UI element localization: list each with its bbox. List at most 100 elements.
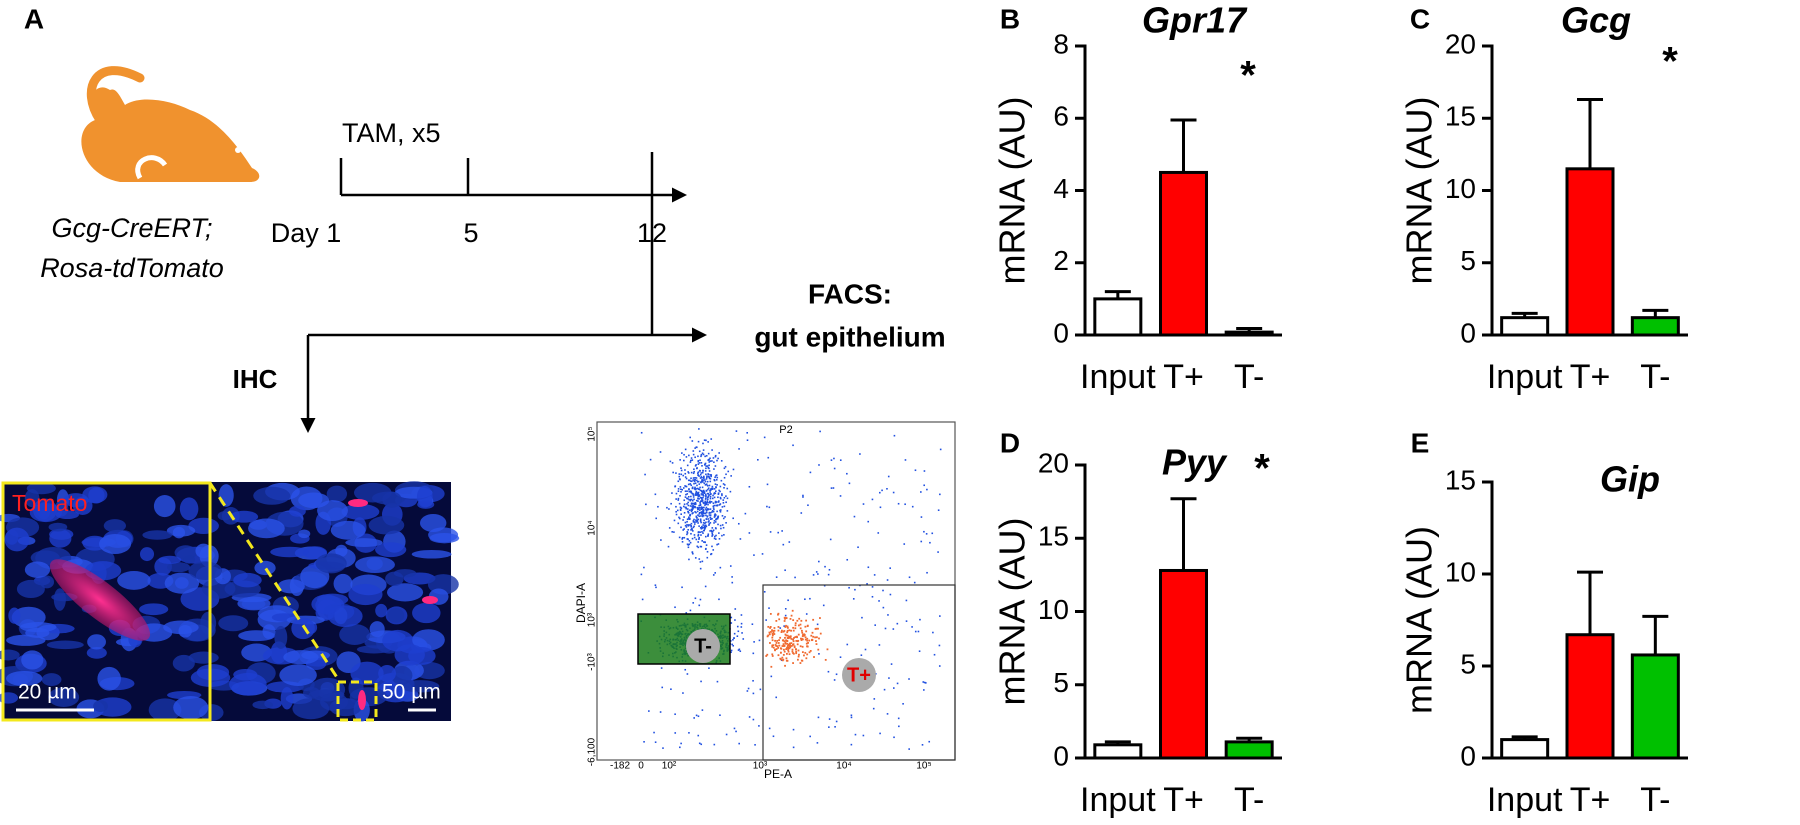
facs-event [777,654,780,657]
facs-event [839,495,842,497]
facs-event [827,670,830,673]
facs-event [708,524,710,526]
facs-event [713,493,715,495]
facs-event [705,494,707,497]
facs-event [815,640,817,642]
nucleus [179,497,199,521]
facs-event [710,493,712,495]
facs-event [782,653,785,656]
facs-event [711,509,714,512]
facs-event [708,501,710,504]
x-tick-label: Input [1487,781,1563,819]
facs-event [770,665,773,668]
nucleus [63,493,89,508]
facs-event [784,614,787,617]
facs-event [701,480,703,483]
facs-event [798,617,801,620]
facs-event [850,714,853,717]
facs-event [684,496,687,498]
nucleus [148,698,182,722]
facs-event [931,532,934,535]
facs-event [787,599,789,602]
facs-event [681,586,683,589]
facs-event [830,459,833,461]
facs-event [683,528,685,530]
facs-event [682,474,685,477]
facs-event [671,531,674,533]
facs-event [697,463,700,465]
facs-event [711,532,714,535]
facs-event [697,472,699,474]
facs-event [775,576,778,578]
facs-event [779,636,782,639]
facs-event [697,715,700,718]
facs-event [926,571,928,574]
facs-event [708,459,710,461]
facs-event [694,494,697,496]
facs-event [694,557,697,559]
bar [1093,297,1143,337]
bar [1159,170,1208,337]
facs-event [903,543,906,545]
facs-event [700,476,703,478]
facs-event [698,428,700,430]
facs-event [701,476,703,479]
facs-event [685,507,688,510]
facs-event [770,675,773,678]
facs-event [684,476,687,478]
facs-event [763,590,766,593]
facs-event [773,627,776,629]
facs-event [693,534,696,536]
x-tick-label: Input [1080,358,1156,396]
facs-event [767,456,770,459]
facs-event [702,479,705,481]
facs-event [704,462,707,465]
facs-event [710,529,713,532]
facs-event [718,500,720,502]
facs-event [778,644,781,647]
facs-event [706,465,709,467]
facs-event [712,574,715,576]
facs-event [734,608,737,610]
facs-event [883,688,886,691]
facs-event [671,492,673,494]
facs-event [744,512,747,515]
genotype: Gcg-CreERT; [51,213,212,243]
nucleus [21,650,44,670]
facs-event [788,629,791,632]
facs-event [815,643,818,645]
facs-event [709,457,711,460]
facs-event [688,490,691,493]
facs-event [754,744,756,746]
facs-event [802,633,804,636]
facs-event [882,589,884,592]
facs-event [871,498,874,501]
facs-event [884,627,887,630]
facs-event [707,518,710,520]
facs-event [712,510,715,513]
facs-event [671,462,674,464]
facs-event [688,454,690,457]
facs-tick-label: -10³ [587,652,598,670]
facs-event [688,488,690,491]
facs-event [704,480,707,483]
facs-event [701,540,703,542]
timeline [300,152,707,433]
facs-event [693,468,695,471]
facs-event [722,502,725,504]
facs-event [828,568,831,571]
facs-event [771,639,774,642]
nucleus [416,485,433,508]
facs-event [788,541,791,543]
facs-event [661,686,664,689]
facs-event [817,716,820,719]
facs-event [730,649,733,652]
facs-event [769,642,771,644]
facs-event [892,491,895,494]
facs-event [714,538,717,540]
facs-event [766,483,769,486]
facs-event [692,453,695,456]
facs-event [724,516,726,518]
facs-event [701,560,704,563]
